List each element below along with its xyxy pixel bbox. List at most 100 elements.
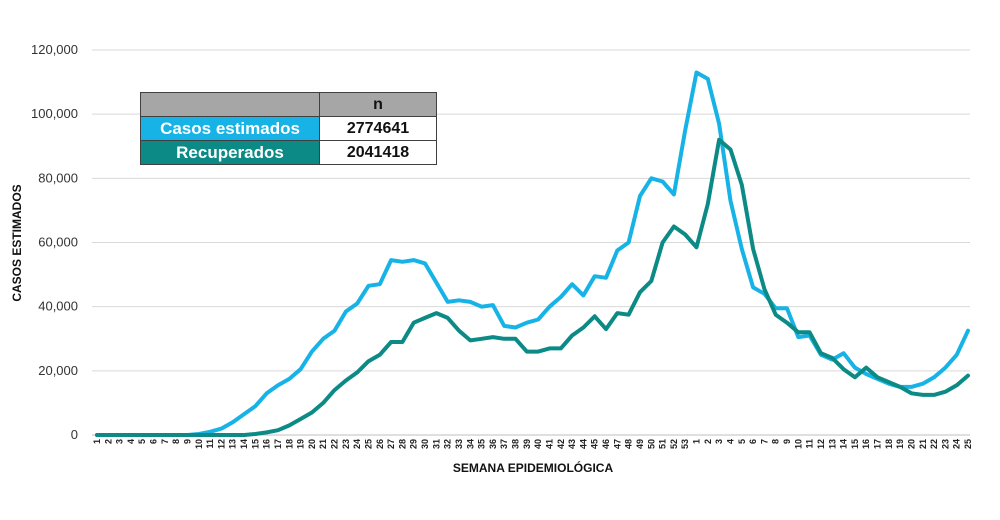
x-tick-label: 23 — [341, 439, 351, 449]
x-tick-label: 32 — [443, 439, 453, 449]
x-tick-label: 49 — [635, 439, 645, 449]
x-tick-label: 21 — [318, 439, 328, 449]
legend-row-casos: Casos estimados 2774641 — [140, 116, 437, 141]
x-tick-label: 17 — [873, 439, 883, 449]
y-axis-title: CASOS ESTIMADOS — [10, 184, 24, 301]
legend-label-casos-estimados: Casos estimados — [140, 116, 320, 141]
x-tick-label: 20 — [307, 439, 317, 449]
x-tick-label: 35 — [477, 439, 487, 449]
x-tick-label: 22 — [330, 439, 340, 449]
x-tick-label: 36 — [488, 439, 498, 449]
x-tick-label: 19 — [895, 439, 905, 449]
y-tick-label: 120,000 — [31, 42, 78, 57]
y-tick-label: 40,000 — [38, 299, 78, 314]
x-tick-label: 3 — [115, 439, 125, 444]
y-tick-label: 0 — [71, 427, 78, 442]
x-tick-label: 8 — [171, 439, 181, 444]
x-tick-label: 2 — [103, 439, 113, 444]
x-tick-label: 14 — [839, 439, 849, 449]
y-tick-label: 20,000 — [38, 363, 78, 378]
x-tick-label: 43 — [567, 439, 577, 449]
x-tick-label: 5 — [737, 439, 747, 444]
x-tick-label: 15 — [250, 439, 260, 449]
y-axis-ticks: 0 20,000 40,000 60,000 80,000 100,000 120,000 — [31, 42, 78, 442]
x-tick-label: 15 — [850, 439, 860, 449]
x-tick-label: 44 — [578, 439, 588, 449]
x-tick-label: 6 — [149, 439, 159, 444]
x-tick-label: 12 — [216, 439, 226, 449]
x-tick-label: 41 — [544, 439, 554, 449]
x-tick-label: 10 — [793, 439, 803, 449]
x-tick-label: 14 — [239, 439, 249, 449]
x-tick-label: 39 — [522, 439, 532, 449]
x-tick-label: 45 — [590, 439, 600, 449]
legend-header-row: n — [140, 92, 437, 117]
x-tick-label: 27 — [386, 439, 396, 449]
legend-value-casos-estimados: 2774641 — [319, 116, 437, 141]
x-tick-label: 11 — [805, 439, 815, 449]
x-tick-label: 7 — [160, 439, 170, 444]
x-tick-label: 53 — [680, 439, 690, 449]
x-tick-label: 31 — [431, 439, 441, 449]
x-tick-label: 34 — [465, 439, 475, 449]
x-tick-label: 42 — [556, 439, 566, 449]
x-tick-label: 52 — [669, 439, 679, 449]
x-tick-label: 6 — [748, 439, 758, 444]
x-tick-label: 40 — [533, 439, 543, 449]
legend-row-recuperados: Recuperados 2041418 — [140, 140, 437, 165]
x-tick-label: 3 — [714, 439, 724, 444]
x-tick-label: 4 — [725, 439, 735, 444]
x-tick-label: 11 — [205, 439, 215, 449]
legend-header-blank — [140, 92, 320, 117]
x-tick-label: 10 — [194, 439, 204, 449]
x-tick-label: 33 — [454, 439, 464, 449]
x-tick-label: 9 — [182, 439, 192, 444]
x-tick-label: 5 — [137, 439, 147, 444]
x-tick-label: 4 — [126, 439, 136, 444]
y-tick-label: 100,000 — [31, 106, 78, 121]
series-line-recuperados — [95, 137, 970, 437]
x-tick-label: 13 — [827, 439, 837, 449]
x-tick-label: 16 — [861, 439, 871, 449]
y-tick-label: 60,000 — [38, 235, 78, 250]
x-tick-label: 29 — [409, 439, 419, 449]
x-tick-label: 30 — [420, 439, 430, 449]
x-tick-label: 46 — [601, 439, 611, 449]
x-tick-label: 1 — [692, 439, 702, 444]
x-tick-label: 2 — [703, 439, 713, 444]
x-tick-label: 22 — [929, 439, 939, 449]
x-tick-label: 13 — [228, 439, 238, 449]
x-tick-label: 50 — [646, 439, 656, 449]
legend-value-recuperados: 2041418 — [319, 140, 437, 165]
x-tick-label: 18 — [284, 439, 294, 449]
x-tick-label: 21 — [918, 439, 928, 449]
x-axis-ticks: 1 2 3 4 5 6 7 8 9 10 11 12 13 14 15 16 17 18 19 20 21 22 23 24 2… — [92, 439, 973, 449]
x-tick-label: 28 — [397, 439, 407, 449]
x-tick-label: 24 — [952, 439, 962, 449]
series-lines — [95, 70, 970, 437]
legend-header-n: n — [319, 92, 437, 117]
x-tick-label: 20 — [906, 439, 916, 449]
y-tick-label: 80,000 — [38, 170, 78, 185]
x-tick-label: 37 — [499, 439, 509, 449]
x-tick-label: 9 — [782, 439, 792, 444]
x-tick-label: 19 — [296, 439, 306, 449]
x-tick-label: 12 — [816, 439, 826, 449]
legend-label-recuperados: Recuperados — [140, 140, 320, 165]
x-tick-label: 7 — [759, 439, 769, 444]
x-tick-label: 24 — [352, 439, 362, 449]
x-tick-label: 25 — [363, 439, 373, 449]
x-tick-label: 51 — [658, 439, 668, 449]
x-tick-label: 17 — [273, 439, 283, 449]
x-tick-label: 48 — [624, 439, 634, 449]
x-tick-label: 18 — [884, 439, 894, 449]
x-tick-label: 26 — [375, 439, 385, 449]
x-axis-title: SEMANA EPIDEMIOLÓGICA — [453, 460, 614, 475]
x-tick-label: 25 — [963, 439, 973, 449]
x-tick-label: 8 — [771, 439, 781, 444]
x-tick-label: 16 — [262, 439, 272, 449]
x-tick-label: 38 — [511, 439, 521, 449]
x-tick-label: 23 — [940, 439, 950, 449]
legend-table: n Casos estimados 2774641 Recuperados 20… — [140, 92, 437, 165]
